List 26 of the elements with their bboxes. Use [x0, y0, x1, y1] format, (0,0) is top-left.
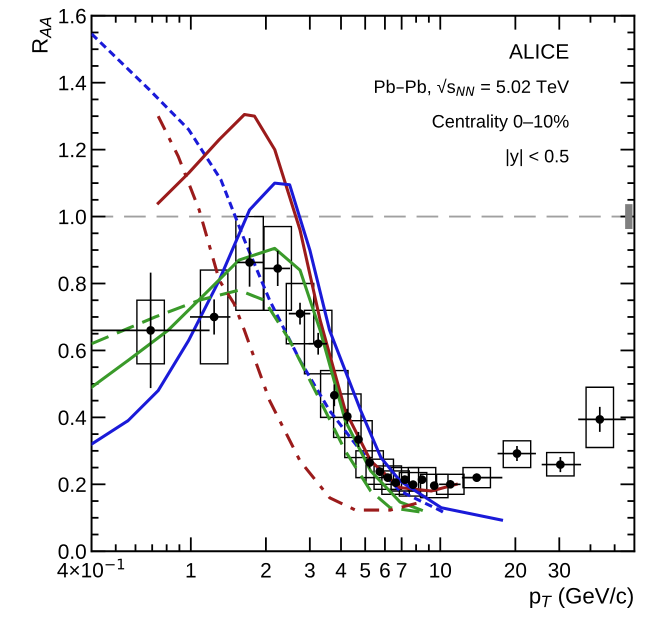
y-axis-title: R$_{AA}$ — [32, 18, 52, 52]
y-tick-label: 1.4 — [59, 76, 86, 90]
y-tick-label: 1.2 — [59, 142, 86, 158]
x-tick-label: 7 — [396, 563, 406, 578]
y-tick-label: 1.0 — [59, 210, 86, 224]
y-tick-label: 1.6 — [59, 8, 86, 24]
x-tick-label: 4 — [336, 563, 346, 578]
x-tick-label: 1 — [186, 563, 196, 578]
annotation: |y| < 0.5 — [506, 149, 568, 166]
y-tick-label: 0.0 — [58, 544, 86, 560]
x-tick-label: 6 — [380, 562, 390, 578]
x-tick-label: 2 — [261, 562, 271, 578]
y-tick-label: 0.6 — [58, 343, 86, 358]
y-tick-label: 0.8 — [58, 276, 86, 292]
x-tick-label: 20 — [504, 562, 526, 578]
annotation: ALICE — [509, 44, 568, 59]
annotation: Pb–Pb, √s$_{NN}$ = 5.02 TeV — [375, 78, 570, 96]
y-tick-label: 0.4 — [58, 410, 86, 426]
x-tick-label: 4×10$^{−1}$ — [57, 558, 124, 578]
x-tick-label: 3 — [304, 562, 315, 578]
x-tick-label: 10 — [430, 562, 452, 578]
y-tick-label: 0.2 — [58, 477, 86, 492]
x-tick-label: 30 — [548, 562, 570, 578]
x-tick-label: 5 — [360, 563, 370, 578]
x-axis-title: p$_{T}$ (GeV/c) — [530, 587, 633, 608]
annotation: Centrality 0–10% — [432, 114, 569, 132]
